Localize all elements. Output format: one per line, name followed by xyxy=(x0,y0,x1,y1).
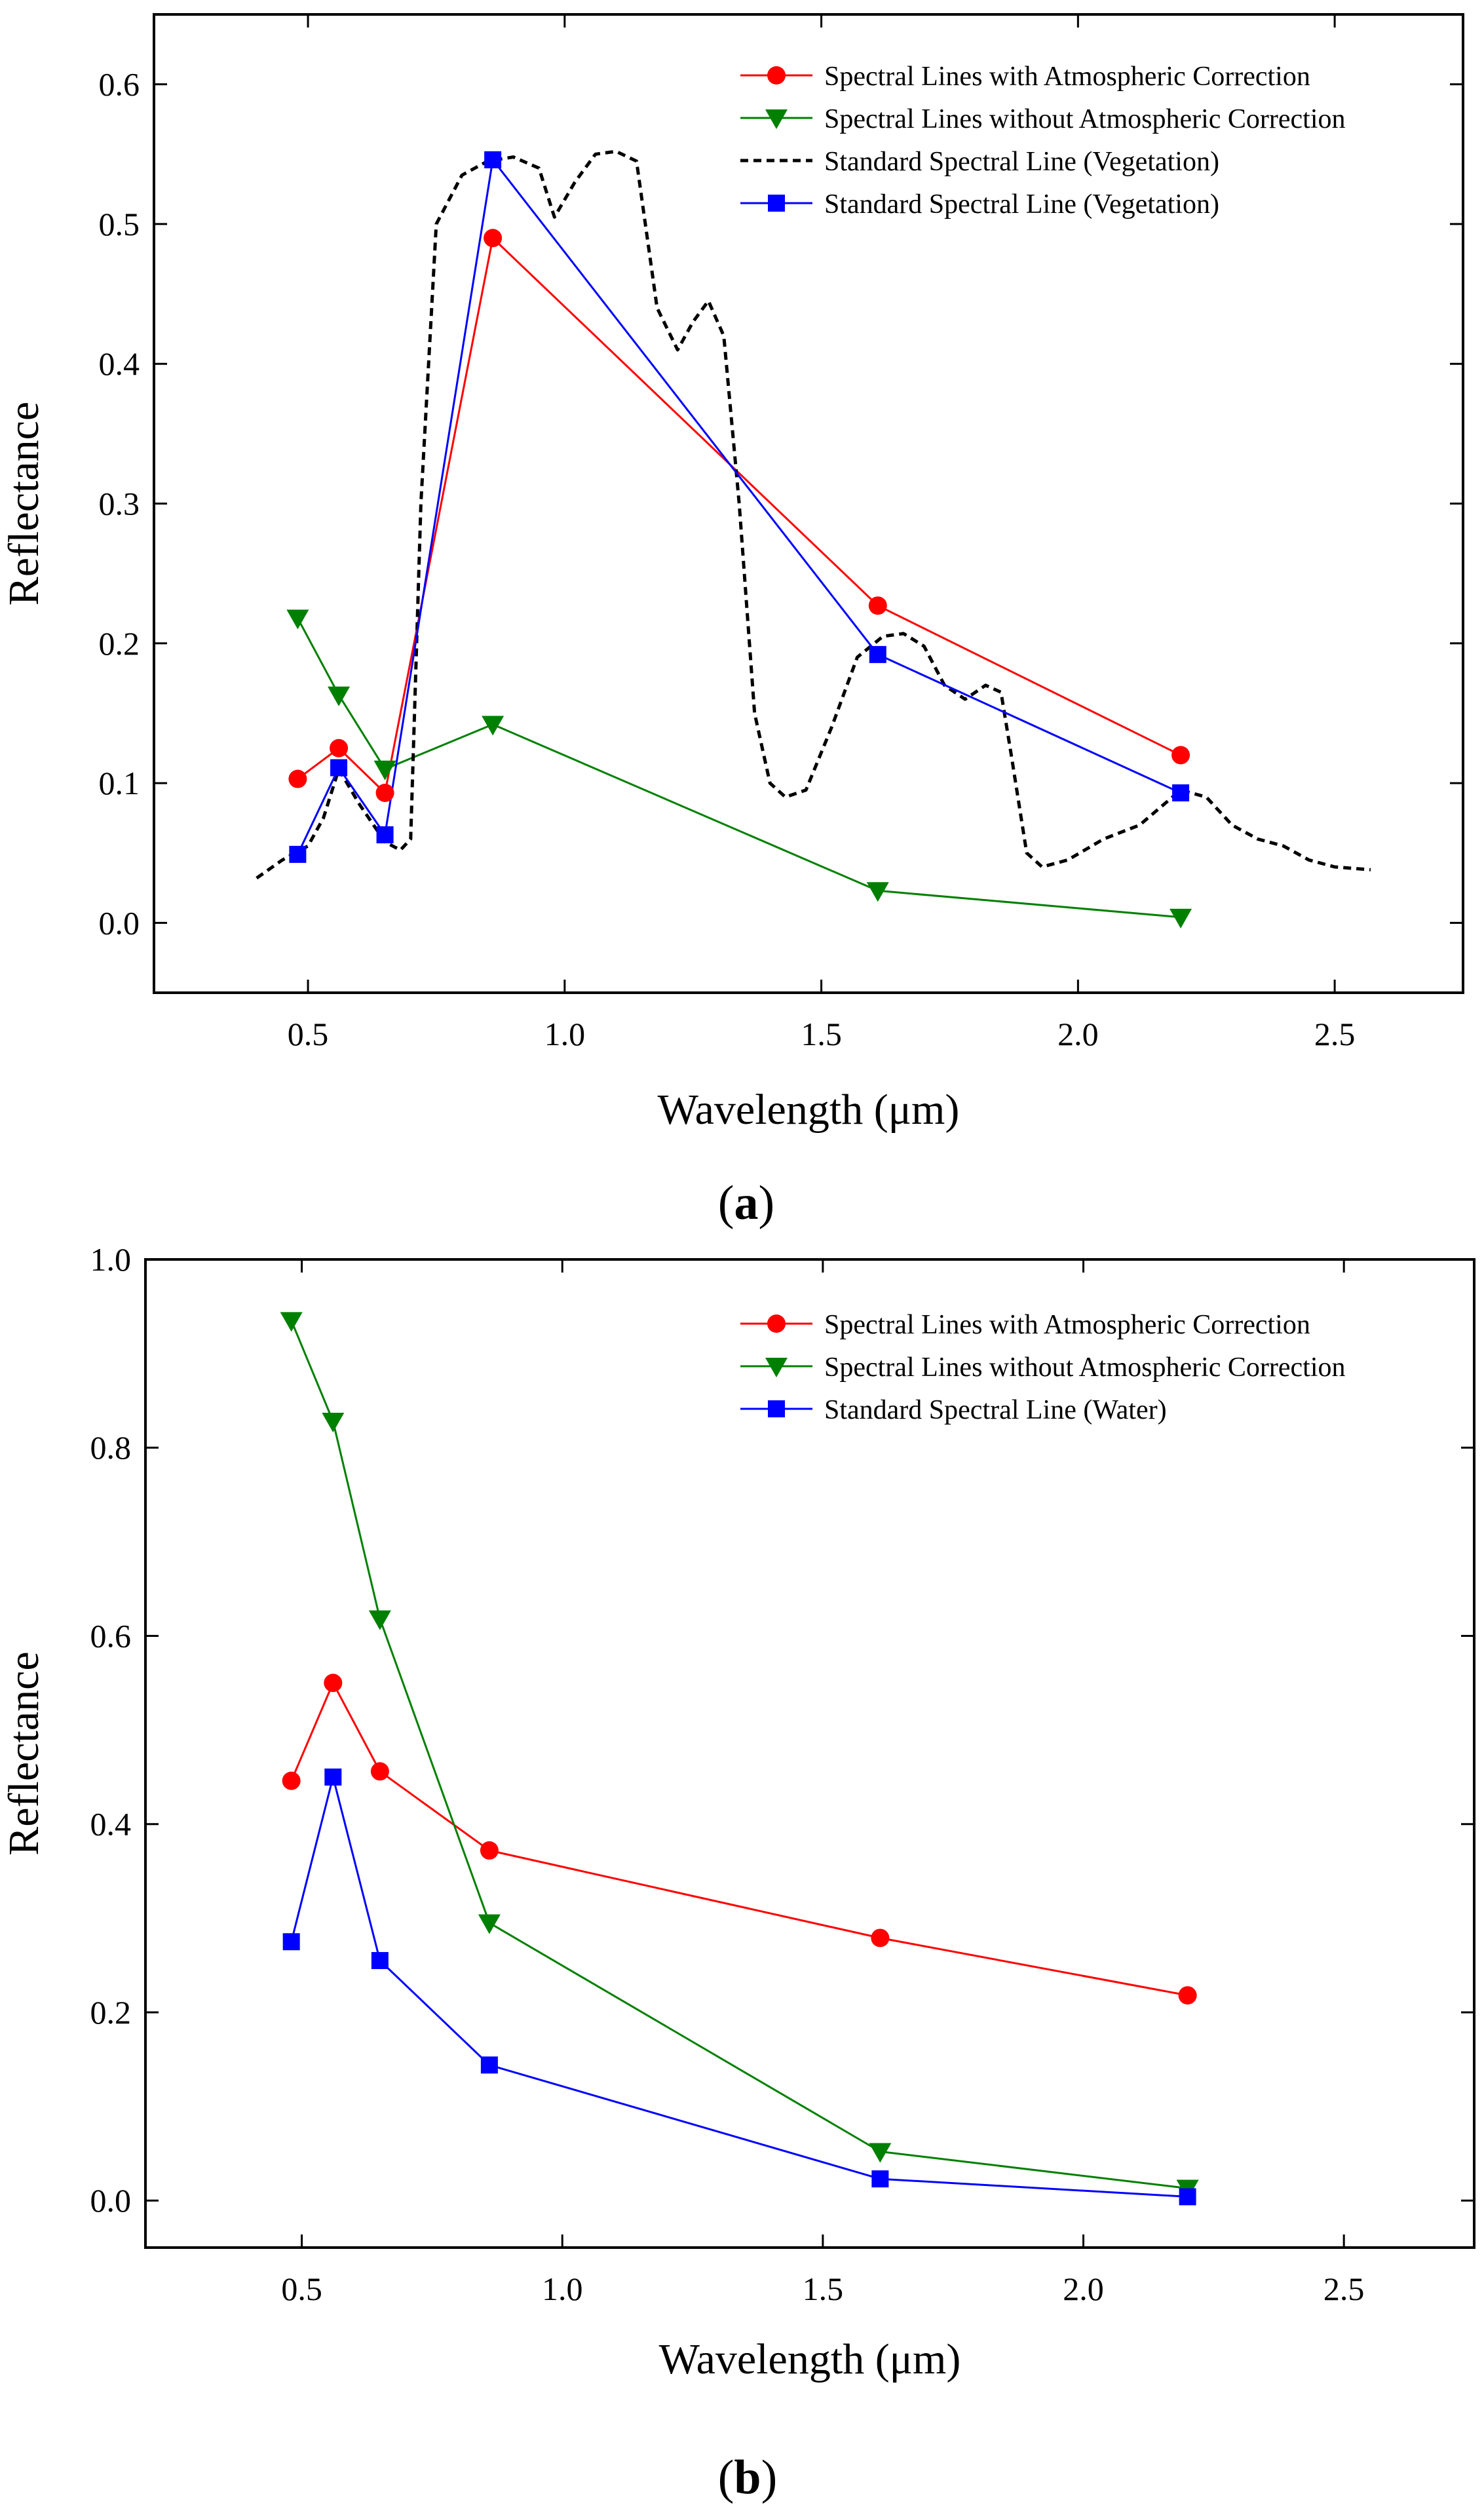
data-point-s0-0 xyxy=(282,1771,301,1790)
panel-label: (a) xyxy=(718,1176,774,1230)
data-point-s3-0 xyxy=(289,845,307,863)
y-tick-label: 0.5 xyxy=(99,206,140,242)
y-tick-label: 0.0 xyxy=(99,904,140,941)
legend-marker-1 xyxy=(765,109,788,129)
data-point-s1-2 xyxy=(368,1610,391,1630)
data-point-s1-0 xyxy=(280,1312,303,1332)
data-point-s2-5 xyxy=(1179,2188,1196,2206)
data-point-s3-4 xyxy=(869,645,886,663)
data-point-s1-2 xyxy=(373,760,396,780)
x-tick-label: 1.5 xyxy=(803,2271,844,2307)
y-tick-label: 0.4 xyxy=(99,345,140,382)
legend: Spectral Lines with Atmospheric Correcti… xyxy=(740,1310,1346,1425)
x-tick-label: 2.0 xyxy=(1063,2271,1104,2307)
legend-label-0: Spectral Lines with Atmospheric Correcti… xyxy=(824,1310,1310,1340)
panel-label-letter: b xyxy=(734,2451,761,2504)
x-tick-label: 1.5 xyxy=(801,1016,842,1052)
data-point-s2-1 xyxy=(324,1768,342,1786)
data-point-s1-1 xyxy=(328,686,351,706)
y-tick-label: 0.0 xyxy=(90,2182,132,2219)
series-line-2 xyxy=(256,149,1371,880)
series-line-3 xyxy=(297,159,1181,855)
legend-label-1: Spectral Lines without Atmospheric Corre… xyxy=(824,104,1346,134)
y-tick-label: 0.6 xyxy=(90,1617,132,1654)
data-point-s1-4 xyxy=(869,2143,892,2163)
y-tick-label: 0.2 xyxy=(99,625,140,662)
legend-marker-0 xyxy=(767,1314,786,1333)
legend-label-1: Spectral Lines without Atmospheric Corre… xyxy=(824,1352,1346,1383)
legend-marker-3 xyxy=(768,195,785,212)
data-point-s1-1 xyxy=(322,1413,345,1433)
legend-marker-0 xyxy=(767,66,786,85)
panel-label-open: ( xyxy=(718,2451,734,2504)
data-point-s2-2 xyxy=(371,1951,389,1969)
data-point-s2-0 xyxy=(282,1933,300,1951)
data-point-s0-2 xyxy=(375,784,394,803)
data-point-s1-5 xyxy=(1170,908,1192,929)
legend-label-2: Standard Spectral Line (Water) xyxy=(824,1395,1167,1425)
legend-marker-2 xyxy=(768,1400,785,1417)
data-point-s1-4 xyxy=(866,882,889,902)
y-tick-label: 0.4 xyxy=(90,1806,132,1843)
panel-label: (b) xyxy=(718,2451,777,2504)
data-point-s1-3 xyxy=(482,716,504,736)
data-point-s2-4 xyxy=(871,2170,889,2188)
y-axis-title: Reflectance xyxy=(0,402,48,605)
data-point-s2-3 xyxy=(480,2056,498,2074)
panel-label-close: ) xyxy=(761,2451,778,2504)
data-point-s0-3 xyxy=(484,229,503,248)
x-tick-label: 0.5 xyxy=(288,1016,329,1052)
legend-label-3: Standard Spectral Line (Vegetation) xyxy=(824,189,1219,220)
x-tick-label: 2.5 xyxy=(1314,1016,1356,1052)
x-tick-label: 2.5 xyxy=(1323,2271,1365,2307)
data-point-s0-4 xyxy=(871,1928,890,1947)
y-tick-label: 0.6 xyxy=(99,66,140,103)
x-tick-label: 1.0 xyxy=(544,1016,586,1052)
data-point-s1-3 xyxy=(478,1914,501,1934)
data-point-s0-2 xyxy=(370,1762,389,1781)
legend-label-2: Standard Spectral Line (Vegetation) xyxy=(824,147,1219,177)
series-line-1 xyxy=(290,1320,1188,2189)
y-tick-label: 0.2 xyxy=(90,1994,132,2031)
y-axis-title: Reflectance xyxy=(0,1651,48,1855)
plot-frame xyxy=(144,1258,1475,2249)
series-line-0 xyxy=(290,1681,1188,1997)
data-point-s0-1 xyxy=(330,738,349,757)
data-point-s1-0 xyxy=(286,609,309,630)
data-point-s3-2 xyxy=(376,826,394,843)
data-point-s3-5 xyxy=(1172,784,1190,802)
panel-b: 0.5 1.0 1.5 2.0 2.5 0.0 0.2 0.4 0.6 0.8 1.0 Wavelen… xyxy=(0,1241,1475,2504)
y-tick-label: 0.1 xyxy=(99,765,140,801)
legend: Spectral Lines with Atmospheric Correcti… xyxy=(740,62,1346,220)
x-tick-label: 2.0 xyxy=(1057,1016,1099,1052)
data-point-s0-5 xyxy=(1171,746,1190,765)
y-tick-label: 0.3 xyxy=(99,486,140,522)
data-point-s0-1 xyxy=(324,1674,343,1693)
data-point-s3-3 xyxy=(484,151,502,168)
legend-marker-1 xyxy=(765,1358,788,1377)
data-point-s3-1 xyxy=(330,759,348,776)
x-tick-label: 1.0 xyxy=(542,2271,583,2307)
panel-label-letter: a xyxy=(734,1176,759,1230)
legend-label-0: Spectral Lines with Atmospheric Correcti… xyxy=(824,62,1310,92)
panel-label-open: ( xyxy=(718,1176,734,1230)
panel-label-close: ) xyxy=(759,1176,775,1230)
x-axis-title: Wavelength (μm) xyxy=(659,2335,961,2383)
data-point-s0-0 xyxy=(288,769,307,788)
series-line-1 xyxy=(297,617,1181,919)
data-point-s0-5 xyxy=(1178,1986,1197,2005)
y-tick-label: 0.8 xyxy=(90,1429,132,1466)
x-axis-title: Wavelength (μm) xyxy=(658,1086,960,1134)
y-tick-label: 1.0 xyxy=(90,1241,132,1278)
data-point-s0-3 xyxy=(480,1841,499,1860)
panel-a: 0.5 1.0 1.5 2.0 2.5 0.0 0.1 0.2 0.3 0.4 0.5 0.6 Wave… xyxy=(0,13,1464,1230)
data-point-s0-4 xyxy=(868,596,887,615)
series-line-2 xyxy=(290,1776,1188,2198)
x-tick-label: 0.5 xyxy=(281,2271,322,2307)
